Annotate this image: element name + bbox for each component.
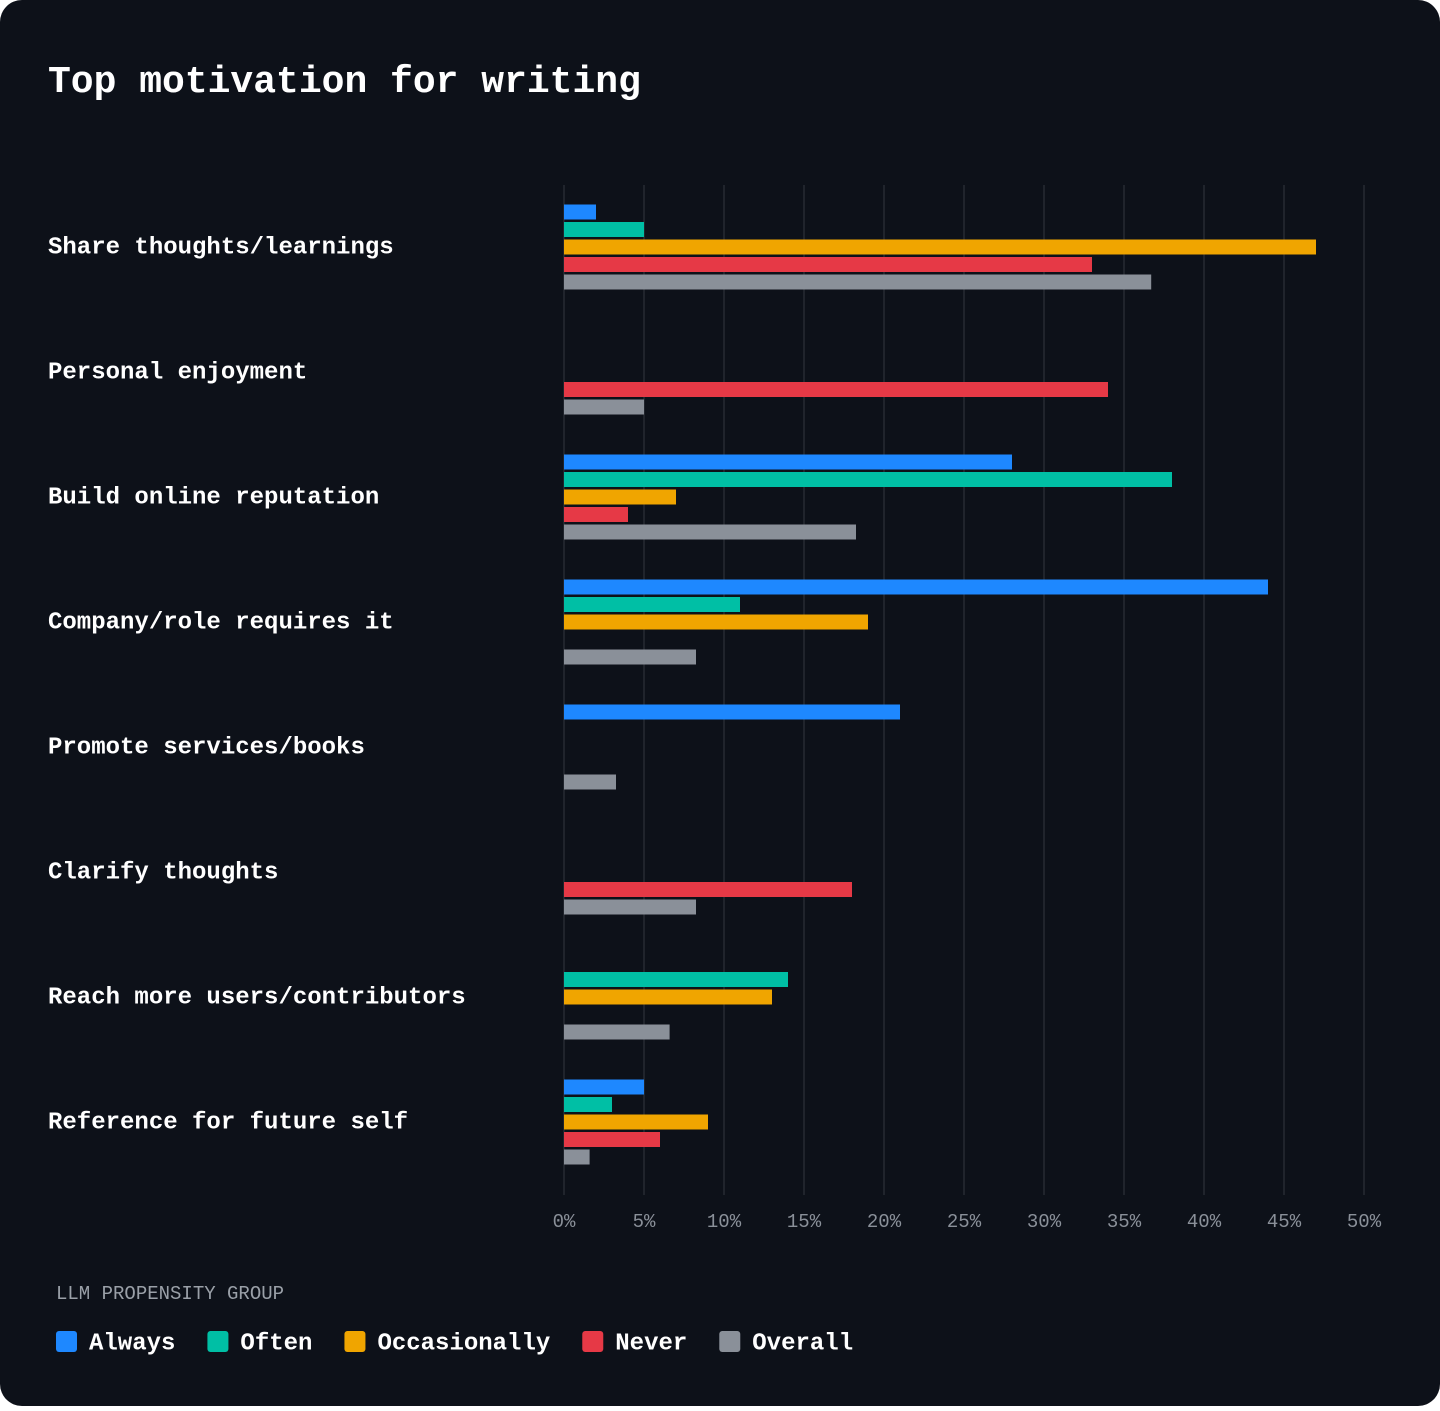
bar bbox=[564, 204, 596, 220]
legend-swatch bbox=[344, 1331, 366, 1352]
bar bbox=[564, 1097, 612, 1112]
legend-swatch bbox=[56, 1331, 77, 1352]
x-tick-label: 10% bbox=[707, 1211, 742, 1233]
bar bbox=[564, 1114, 708, 1130]
bar bbox=[564, 454, 1012, 470]
y-tick-label: Clarify thoughts bbox=[48, 859, 278, 886]
bar bbox=[564, 1149, 590, 1165]
bar bbox=[564, 489, 676, 505]
legend-swatch bbox=[207, 1331, 229, 1352]
x-tick-label: 20% bbox=[867, 1211, 902, 1233]
y-tick-label: Reach more users/contributors bbox=[48, 984, 466, 1011]
bar bbox=[564, 882, 852, 897]
legend-swatch bbox=[719, 1331, 741, 1352]
legend-title: LLM PROPENSITY GROUP bbox=[56, 1283, 284, 1305]
x-tick-label: 40% bbox=[1187, 1211, 1222, 1233]
legend-label: Occasionally bbox=[377, 1330, 550, 1357]
legend-label: Never bbox=[615, 1330, 687, 1357]
chart-title: Top motivation for writing bbox=[48, 61, 641, 104]
bar bbox=[564, 507, 628, 522]
bar bbox=[564, 597, 740, 612]
bar bbox=[564, 774, 616, 790]
bar bbox=[564, 989, 772, 1005]
x-tick-label: 5% bbox=[633, 1211, 656, 1233]
y-tick-label: Build online reputation bbox=[48, 484, 379, 511]
y-tick-label: Promote services/books bbox=[48, 734, 365, 761]
bar bbox=[564, 382, 1108, 397]
bar bbox=[564, 1132, 660, 1147]
x-tick-label: 0% bbox=[553, 1211, 576, 1233]
x-tick-label: 45% bbox=[1267, 1211, 1302, 1233]
bar bbox=[564, 614, 868, 630]
y-tick-label: Reference for future self bbox=[48, 1109, 408, 1136]
bar bbox=[564, 649, 696, 665]
bar bbox=[564, 579, 1268, 595]
legend-label: Always bbox=[89, 1330, 175, 1357]
bar bbox=[564, 472, 1172, 487]
y-tick-label: Company/role requires it bbox=[48, 609, 394, 636]
legend-label: Overall bbox=[752, 1330, 853, 1357]
bar bbox=[564, 274, 1152, 290]
y-tick-label: Personal enjoyment bbox=[48, 359, 307, 386]
bar bbox=[564, 399, 644, 415]
bar bbox=[564, 899, 696, 915]
legend-label: Often bbox=[240, 1330, 312, 1357]
bar bbox=[564, 257, 1092, 272]
bar bbox=[564, 524, 856, 540]
legend-swatch bbox=[582, 1331, 604, 1352]
x-tick-label: 35% bbox=[1107, 1211, 1142, 1233]
bar bbox=[564, 972, 788, 987]
bar bbox=[564, 239, 1316, 255]
x-tick-label: 15% bbox=[787, 1211, 822, 1233]
x-tick-label: 30% bbox=[1027, 1211, 1062, 1233]
bar bbox=[564, 1024, 670, 1040]
y-tick-label: Share thoughts/learnings bbox=[48, 234, 394, 261]
x-tick-label: 50% bbox=[1347, 1211, 1382, 1233]
bar bbox=[564, 704, 900, 720]
bar bbox=[564, 1079, 644, 1095]
bar bbox=[564, 222, 644, 237]
x-tick-label: 25% bbox=[947, 1211, 982, 1233]
